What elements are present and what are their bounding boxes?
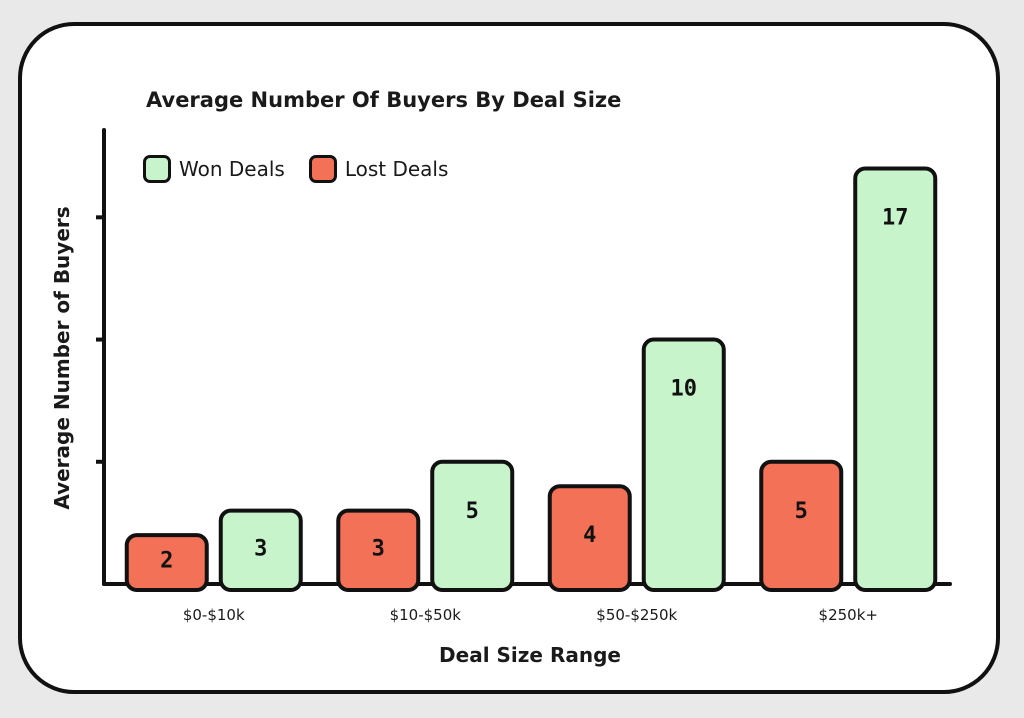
legend-item-lost: Lost Deals bbox=[308, 155, 449, 183]
x-tick-label: $250k+ bbox=[819, 606, 878, 624]
bar-value-label: 4 bbox=[583, 523, 596, 548]
x-axis-label: Deal Size Range bbox=[439, 643, 621, 667]
x-tick-label: $10-$50k bbox=[390, 606, 462, 624]
x-tick-label: $0-$10k bbox=[183, 606, 245, 624]
bar-lost bbox=[759, 459, 844, 592]
x-tick-label: $50-$250k bbox=[596, 606, 677, 624]
bar-value-label: 17 bbox=[882, 205, 909, 230]
legend-swatch-lost bbox=[308, 155, 337, 183]
legend-label-won: Won Deals bbox=[179, 157, 285, 181]
legend-swatch-won bbox=[143, 155, 171, 183]
bar-lost bbox=[336, 508, 421, 592]
bar-lost bbox=[124, 533, 209, 592]
bar-value-label: 3 bbox=[254, 536, 267, 561]
legend-item-won: Won Deals bbox=[143, 155, 285, 183]
legend: Won Deals Lost Deals bbox=[143, 155, 472, 183]
bar-value-label: 5 bbox=[795, 499, 808, 524]
bar-won bbox=[218, 508, 303, 592]
bar-value-label: 10 bbox=[671, 377, 698, 402]
bar-value-label: 3 bbox=[372, 536, 385, 561]
bar-lost bbox=[547, 484, 632, 593]
bar-value-label: 5 bbox=[466, 499, 479, 524]
bar-won bbox=[641, 337, 726, 592]
chart-title: Average Number Of Buyers By Deal Size bbox=[146, 88, 622, 112]
bar-value-label: 2 bbox=[160, 549, 173, 574]
bar-won bbox=[853, 166, 938, 592]
bar-won bbox=[430, 459, 515, 592]
legend-label-lost: Lost Deals bbox=[344, 157, 449, 181]
